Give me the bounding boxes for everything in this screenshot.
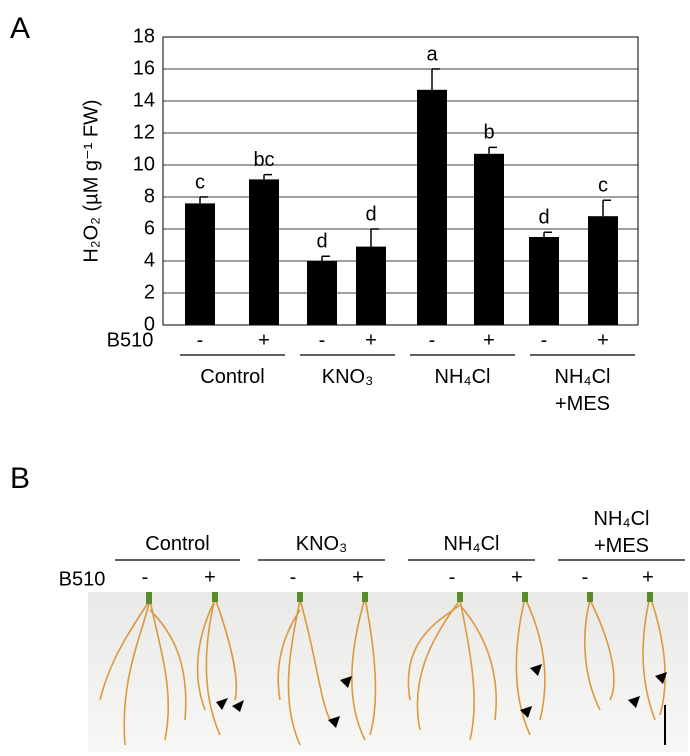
x-tick-label: - <box>319 329 326 351</box>
bar <box>249 179 279 325</box>
sign-label: + <box>204 566 216 588</box>
error-bar <box>199 196 208 204</box>
sign-label: - <box>290 566 297 588</box>
bar <box>417 89 447 325</box>
group-label: KNO₃ <box>322 366 373 388</box>
x-tick-label: - <box>429 329 436 351</box>
bar <box>185 203 215 325</box>
error-bar <box>263 173 272 180</box>
group-label: KNO₃ <box>296 533 347 555</box>
bar <box>307 261 337 325</box>
y-tick-label: 6 <box>144 217 155 239</box>
bar <box>588 216 618 325</box>
x-tick-label: - <box>541 329 548 351</box>
x-tick-label: - <box>197 329 204 351</box>
x-tick-label: + <box>258 329 270 351</box>
sign-label: - <box>582 566 589 588</box>
significance-letter: d <box>538 206 549 228</box>
y-tick-label: 12 <box>133 121 155 143</box>
error-bar <box>321 255 330 261</box>
significance-letter: d <box>365 203 376 225</box>
error-bar <box>488 146 497 154</box>
y-tick-label: 16 <box>133 57 155 79</box>
treatment-label: B510 <box>107 329 154 351</box>
treatment-label: B510 <box>59 568 106 590</box>
sign-label: - <box>142 566 149 588</box>
sign-label: + <box>511 566 523 588</box>
root-photo <box>88 592 688 752</box>
panel-label: A <box>10 12 30 45</box>
group-label: NH₄Cl +MES <box>594 508 650 557</box>
significance-letter: c <box>195 171 205 193</box>
sign-label: - <box>449 566 456 588</box>
y-tick-label: 10 <box>133 153 155 175</box>
bar <box>474 153 504 325</box>
y-tick-label: 4 <box>144 249 155 271</box>
plot-frame <box>162 36 639 326</box>
x-tick-label: + <box>597 329 609 351</box>
y-tick-label: 2 <box>144 281 155 303</box>
x-tick-label: + <box>483 329 495 351</box>
sign-label: + <box>352 566 364 588</box>
y-tick-label: 8 <box>144 185 155 207</box>
bar <box>529 237 559 325</box>
y-axis-label: H₂O₂ (µM g⁻¹ FW) <box>80 99 102 262</box>
y-tick-label: 0 <box>144 313 155 335</box>
sign-label: + <box>642 566 654 588</box>
group-label: NH₄Cl <box>444 533 500 555</box>
group-label: Control <box>145 533 209 555</box>
error-bar <box>431 68 440 90</box>
significance-letter: c <box>598 174 608 196</box>
bar <box>356 246 386 325</box>
group-label: NH₄Cl <box>435 366 491 388</box>
error-bar <box>370 228 379 247</box>
significance-letter: a <box>426 43 438 65</box>
x-tick-label: + <box>365 329 377 351</box>
group-label: Control <box>200 366 264 388</box>
panel-label: B <box>10 462 30 495</box>
significance-letter: b <box>483 122 494 144</box>
y-tick-label: 14 <box>133 89 155 111</box>
group-label: NH₄Cl +MES <box>555 366 611 415</box>
error-bar <box>543 231 552 237</box>
error-bar <box>602 199 611 217</box>
significance-letter: bc <box>253 149 274 171</box>
significance-letter: d <box>316 230 327 252</box>
y-tick-label: 18 <box>133 25 155 47</box>
